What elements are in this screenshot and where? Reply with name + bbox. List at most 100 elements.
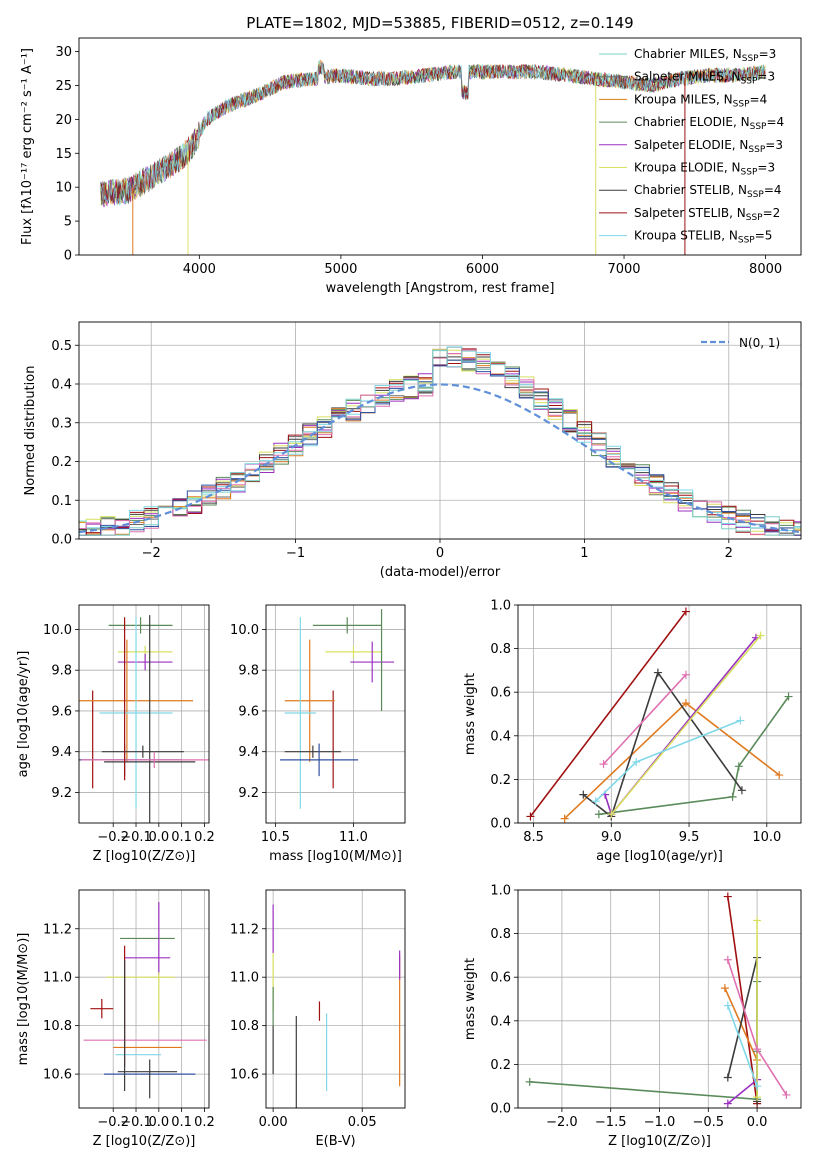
weight-point-marker [720, 984, 729, 993]
weight-point-marker [723, 955, 732, 964]
legend-sub: SSP [738, 236, 755, 246]
y-tick-label: 9.4 [51, 745, 72, 760]
y-tick-label: 9.6 [238, 704, 259, 719]
x-tick-label: 0.1 [171, 830, 192, 845]
y-tick-label: 1.0 [490, 884, 511, 899]
x-tick-label: 10.0 [752, 830, 781, 845]
x-tick-label: −0.5 [693, 1115, 725, 1130]
x-tick-label: 0.2 [194, 830, 215, 845]
x-tick-label: −2.0 [546, 1115, 578, 1130]
legend-sub: SSP [746, 213, 763, 223]
x-tick-label: 0.00 [259, 1115, 288, 1130]
y-tick-label: 0.2 [490, 1058, 511, 1073]
weight-point-marker [525, 1077, 534, 1086]
plot-area [525, 892, 791, 1108]
x-tick-label: 0.0 [747, 1115, 768, 1130]
weight-point-marker [756, 631, 765, 640]
axes-frame [517, 604, 802, 824]
y-tick-label: 10.6 [230, 1068, 259, 1083]
y-tick-label: 10.0 [230, 623, 259, 638]
y-tick-label: 30 [55, 45, 72, 60]
axes-frame [78, 604, 210, 824]
x-axis-label: Z [log10(Z/Z⊙)] [93, 849, 196, 864]
legend-entry: Salpeter ELODIE, NSSP=3 [634, 138, 783, 155]
weight-point-marker [753, 1082, 762, 1091]
age-vs-mass-panel: 10.5 11.0 9.2 9.4 9.6 9.8 10.0 mass [log10(M/M⊙… [230, 604, 406, 864]
axes-frame [265, 889, 406, 1109]
weight-point-marker [782, 1090, 791, 1099]
weight-point-marker [579, 790, 588, 799]
y-tick-label: 11.2 [43, 922, 72, 937]
legend-entry: Kroupa MILES, NSSP=4 [634, 92, 767, 109]
y-tick-label: 0.0 [51, 533, 72, 548]
y-tick-label: 9.8 [238, 664, 259, 679]
y-axis-label: Normed distribution [23, 366, 38, 496]
y-tick-label: 10.0 [43, 623, 72, 638]
legend-entry: Salpeter MILES, NSSP=3 [634, 70, 775, 87]
y-tick-label: 0.3 [51, 416, 72, 431]
weight-point-marker [728, 792, 737, 801]
x-tick-label: −1.0 [644, 1115, 676, 1130]
plot-area [99, 59, 766, 255]
y-tick-label: 0 [64, 249, 72, 264]
weight-point-marker [723, 1001, 732, 1010]
legend-count: =4 [764, 183, 782, 197]
normal-curve [79, 383, 801, 534]
y-tick-label: 10 [55, 181, 72, 196]
y-tick-label: 9.6 [51, 704, 72, 719]
weight-point-marker [737, 786, 746, 795]
weight-series-line [602, 674, 687, 765]
weight-vs-age-panel: 8.5 9.0 9.5 10.0 0.0 0.2 0.4 0.6 0.8 1.0 age [log1… [463, 599, 802, 864]
x-tick-label: 9.5 [679, 830, 700, 845]
y-tick-label: 0.4 [490, 1014, 511, 1029]
x-tick-label: 5000 [324, 262, 357, 277]
legend-count: =2 [763, 206, 781, 220]
y-tick-label: 9.2 [51, 786, 72, 801]
y-tick-label: 0.2 [51, 455, 72, 470]
weight-point-marker [734, 762, 743, 771]
x-tick-label: 9.0 [601, 830, 622, 845]
legend-sub: SSP [741, 168, 758, 178]
x-tick-label: 8.5 [523, 830, 544, 845]
spectrum-panel: 4000 5000 6000 7000 8000 0 5 10 15 20 25 30 waveleng… [20, 37, 802, 296]
y-axis-label: Flux [fλ10⁻¹⁷ erg cm⁻² s⁻¹ A⁻¹] [20, 48, 35, 245]
legend-sub: SSP [742, 54, 759, 64]
legend-count: =5 [755, 229, 773, 243]
weight-point-marker [681, 699, 690, 708]
x-tick-label: −1.5 [595, 1115, 627, 1130]
legend-sub: SSP [748, 145, 765, 155]
x-axis-label: Z [log10(Z/Z⊙)] [93, 1134, 196, 1149]
weight-point-marker [560, 814, 569, 823]
y-tick-label: 15 [55, 147, 72, 162]
x-tick-label: 0 [436, 546, 444, 561]
y-tick-label: 0.6 [490, 686, 511, 701]
legend-entry: Chabrier STELIB, NSSP=4 [634, 183, 782, 200]
legend-entry: Chabrier ELODIE, NSSP=4 [634, 115, 784, 132]
y-tick-label: 0.0 [490, 1102, 511, 1117]
weight-point-marker [594, 810, 603, 819]
y-tick-label: 10.8 [43, 1019, 72, 1034]
weight-point-marker [736, 716, 745, 725]
weight-vs-metallicity-panel: −2.0 −1.5 −1.0 −0.5 0.0 0.0 0.2 0.4 0.6 0.8 1.0 Z [… [463, 884, 802, 1149]
legend-sub: SSP [750, 122, 767, 132]
weight-point-marker [723, 1099, 732, 1108]
y-tick-label: 25 [55, 79, 72, 94]
legend-entry: N(0, 1) [739, 336, 780, 350]
x-axis-label: (data-model)/error [380, 565, 501, 580]
legend-count: =3 [757, 70, 775, 84]
x-tick-label: −0.2 [97, 1115, 129, 1130]
x-tick-label: 1 [580, 546, 588, 561]
weight-series-line [727, 1079, 758, 1105]
y-tick-label: 0.2 [490, 773, 511, 788]
y-tick-label: 0.4 [51, 378, 72, 393]
legend-count: =3 [759, 47, 777, 61]
x-tick-label: 0.0 [148, 830, 169, 845]
weight-point-marker [753, 1045, 762, 1054]
plot-area [526, 607, 793, 823]
x-tick-label: 2 [725, 546, 733, 561]
weight-series-line [727, 1005, 758, 1087]
axes-frame [517, 889, 802, 1109]
plot-area [79, 615, 209, 823]
weight-point-marker [775, 771, 784, 780]
